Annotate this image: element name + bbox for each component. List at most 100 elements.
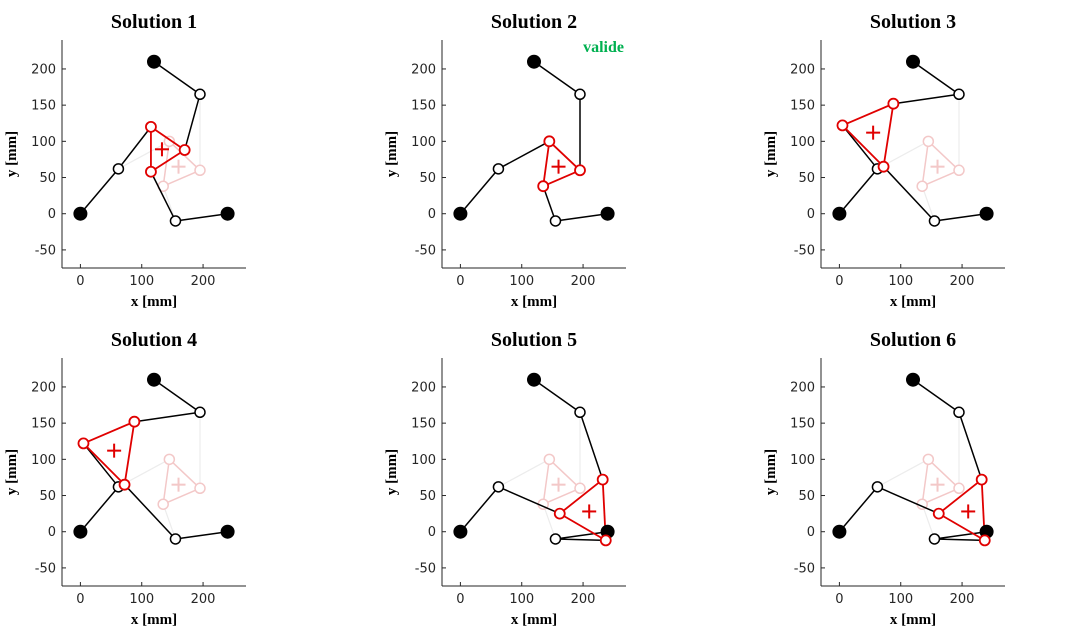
ghost-platform-edge (542, 487, 581, 505)
distal-link (542, 185, 557, 222)
x-tick-label: 0 (835, 592, 843, 607)
ghost-platform-joint (157, 498, 169, 510)
ghost-center-marker (930, 477, 945, 492)
elbow-joint (194, 406, 206, 419)
distal-link (498, 486, 561, 515)
proximal-link (555, 530, 608, 540)
base-pivot (147, 372, 161, 387)
base-pivot (906, 372, 920, 387)
ghost-link (162, 504, 177, 540)
distal-link (934, 538, 985, 542)
x-tick-label: 100 (888, 592, 913, 607)
y-tick-label: 150 (411, 99, 436, 114)
y-tick-label: 0 (807, 207, 815, 222)
valid-note: valide (583, 39, 624, 56)
elbow-joint (574, 406, 586, 419)
ghost-link (498, 458, 550, 488)
x-tick-label: 100 (509, 274, 534, 289)
panel-title: Solution 6 (870, 329, 956, 351)
platform-joint (178, 144, 191, 156)
y-tick-label: 50 (798, 171, 815, 186)
y-tick-label: 100 (790, 453, 815, 468)
distal-link (124, 484, 177, 540)
ghost-link (118, 140, 170, 170)
y-tick-label: 50 (39, 489, 56, 504)
proximal-link (555, 212, 608, 222)
proximal-link (934, 212, 987, 222)
ghost-link (921, 504, 936, 540)
base-pivot (600, 206, 615, 221)
base-pivot (832, 206, 847, 221)
proximal-link (459, 168, 499, 215)
y-tick-label: 50 (419, 171, 436, 186)
mechanism (832, 372, 994, 547)
platform-center-marker (961, 504, 976, 519)
platform-center-marker (551, 159, 566, 174)
ghost-platform-joint (163, 453, 176, 466)
mechanism (832, 54, 994, 227)
x-tick-label: 200 (950, 592, 975, 607)
ghost-center-marker (171, 477, 186, 492)
ghost-platform-joint (543, 453, 556, 466)
x-axis-label: x [mm] (890, 612, 936, 628)
platform-joint (877, 160, 890, 173)
y-tick-label: 200 (790, 380, 815, 395)
proximal-link (838, 486, 878, 533)
y-tick-label: 50 (798, 489, 815, 504)
distal-link (883, 166, 936, 222)
ghost-platform-joint (194, 164, 206, 177)
ghost-platform-joint (922, 135, 935, 148)
base-pivot (453, 524, 468, 539)
y-axis-label: y [mm] (384, 449, 400, 495)
elbow-joint (112, 163, 125, 175)
y-axis-label: y [mm] (4, 131, 20, 177)
y-tick-label: 100 (31, 135, 56, 150)
platform-edge (842, 102, 894, 127)
x-tick-label: 0 (76, 274, 84, 289)
base-pivot (906, 54, 920, 69)
elbow-joint (953, 406, 965, 419)
x-tick-label: 200 (950, 274, 975, 289)
y-tick-label: 0 (428, 525, 436, 540)
mechanism (73, 54, 235, 227)
ghost-platform-edge (921, 459, 930, 505)
solution-panel-6: Solution 6 0 100 200 -50 0 50 100 150 200 x [mm] y … (763, 329, 1005, 628)
platform-joint (978, 534, 991, 547)
mechanism (453, 372, 615, 547)
proximal-link (175, 212, 228, 222)
distal-link (893, 93, 960, 105)
distal-link (134, 411, 201, 423)
panel-title: Solution 4 (111, 329, 197, 351)
y-tick-label: 0 (48, 207, 56, 222)
ghost-platform-edge (921, 141, 930, 187)
ghost-center-marker (930, 159, 945, 174)
ghost-platform-edge (548, 458, 581, 489)
proximal-link (153, 61, 201, 95)
proximal-link (533, 61, 581, 95)
platform-joint (932, 507, 945, 520)
distal-link (877, 486, 940, 515)
proximal-link (838, 168, 878, 215)
proximal-link (533, 379, 581, 413)
platform-center-marker (154, 142, 169, 157)
platform-edge (542, 169, 581, 188)
y-tick-label: 150 (411, 417, 436, 432)
panel-title: Solution 1 (111, 11, 197, 33)
distal-link (498, 140, 550, 170)
elbow-joint (169, 533, 182, 545)
ghost-platform-joint (953, 164, 965, 177)
base-pivot (527, 372, 541, 387)
platform-edge (938, 478, 983, 515)
x-tick-label: 0 (456, 274, 464, 289)
ghost-center-marker (551, 477, 566, 492)
proximal-link (459, 486, 499, 533)
platform-joint (553, 507, 566, 520)
y-tick-label: 150 (31, 99, 56, 114)
x-axis-label: x [mm] (511, 294, 557, 310)
base-pivot (220, 206, 235, 221)
y-tick-label: 0 (428, 207, 436, 222)
distal-link (117, 126, 152, 170)
platform-center-marker (866, 125, 881, 140)
base-pivot (147, 54, 161, 69)
x-tick-label: 100 (129, 592, 154, 607)
